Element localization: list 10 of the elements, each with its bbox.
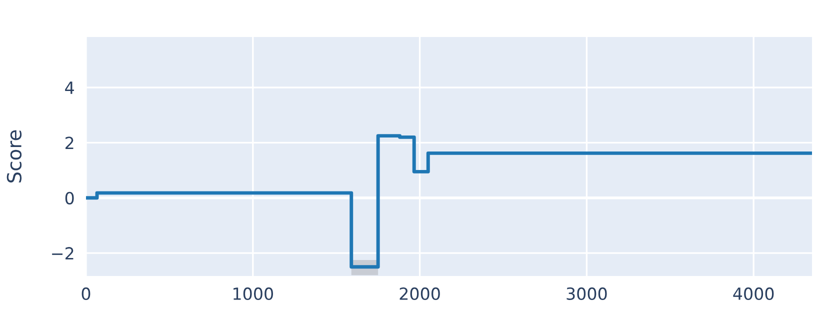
y-tick-label: 4 (65, 82, 74, 94)
y-tick-label: 0 (65, 192, 74, 204)
x-tick-label: 1000 (234, 287, 273, 300)
y-axis-title: Score (6, 130, 22, 182)
x-tick-label: 0 (82, 287, 90, 300)
y-tick-label: −2 (52, 247, 74, 260)
x-tick-label: 4000 (733, 287, 774, 300)
y-tick-label: 2 (66, 136, 74, 150)
x-tick-label: 3000 (566, 287, 607, 300)
x-tick-label: 2000 (400, 287, 440, 300)
